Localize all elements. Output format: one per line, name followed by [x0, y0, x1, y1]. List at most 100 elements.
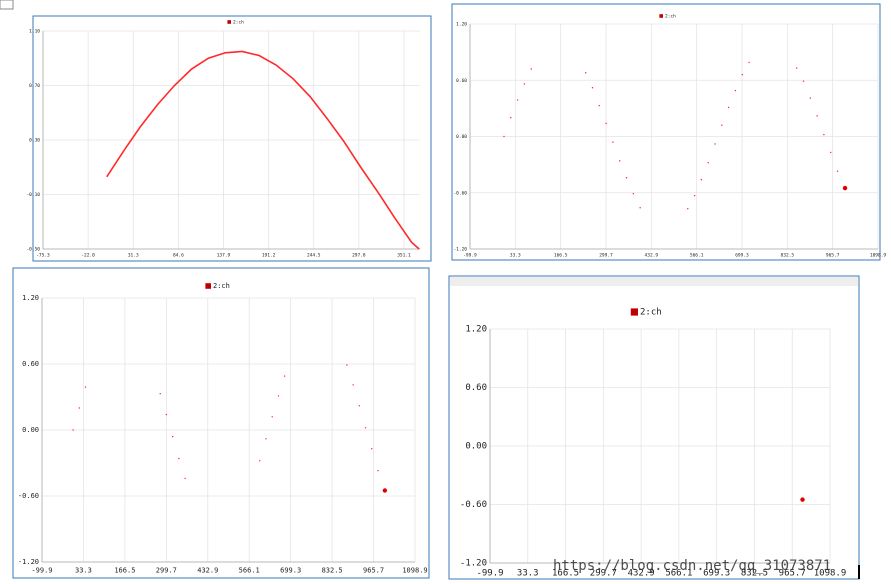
data-point — [741, 73, 743, 76]
data-point — [721, 124, 723, 126]
data-point — [503, 135, 505, 138]
y-tick-label: 1.20 — [456, 22, 467, 28]
x-tick-label: 166.5 — [552, 569, 579, 579]
data-point — [371, 448, 373, 450]
data-point — [178, 457, 180, 460]
x-tick-label: 1098.9 — [814, 569, 847, 579]
corner-box — [0, 0, 14, 10]
data-point — [259, 460, 261, 462]
legend-swatch — [659, 14, 663, 18]
x-tick-label: 137.9 — [217, 253, 231, 259]
x-tick-label: 84.6 — [173, 253, 184, 259]
data-point — [734, 89, 737, 92]
data-point — [171, 435, 174, 438]
y-tick-label: 0.00 — [22, 426, 39, 434]
data-point — [530, 68, 532, 70]
data-point — [84, 386, 87, 388]
panel-frame — [12, 267, 430, 579]
data-point — [283, 375, 286, 377]
data-point — [727, 106, 730, 109]
x-tick-label: 33.3 — [75, 566, 92, 574]
x-tick-label: 31.3 — [128, 253, 139, 259]
data-point — [748, 61, 750, 64]
y-tick-label: -1.20 — [460, 559, 487, 569]
x-tick-label: 965.7 — [826, 253, 840, 259]
x-tick-label: 832.5 — [322, 566, 343, 574]
x-tick-label: 432.9 — [645, 253, 659, 259]
x-tick-label: 432.9 — [628, 569, 655, 579]
legend-label: 2:ch — [640, 308, 662, 318]
panel-frame — [448, 275, 860, 580]
x-tick-label: 166.5 — [554, 253, 568, 259]
x-tick-label: 566.1 — [665, 569, 692, 579]
end-marker — [382, 488, 388, 493]
y-tick-label: 0.00 — [465, 442, 487, 452]
data-point — [377, 470, 379, 472]
y-tick-label: 0.60 — [456, 78, 467, 84]
data-point — [510, 117, 512, 119]
data-point — [707, 162, 709, 164]
y-tick-label: 0.60 — [22, 360, 39, 368]
x-tick-label: 299.7 — [599, 253, 613, 259]
legend-label: 2:ch — [665, 14, 676, 20]
watermark: https://blog.csdn.net/qq_31073871 — [553, 558, 831, 574]
legend-label: 2:ch — [233, 20, 244, 26]
x-tick-label: 33.3 — [510, 253, 521, 259]
data-point — [816, 115, 818, 117]
x-tick-label: 244.5 — [307, 253, 321, 259]
data-point — [271, 416, 273, 418]
y-tick-label: 1.20 — [465, 325, 487, 335]
y-tick-label: -0.60 — [460, 500, 487, 510]
x-tick-label: -75.3 — [36, 253, 50, 259]
cursor-bar — [858, 565, 860, 579]
data-point — [159, 393, 161, 395]
x-tick-label: 965.7 — [779, 569, 806, 579]
x-tick-label: 299.7 — [590, 569, 617, 579]
data-point — [352, 384, 354, 386]
end-marker — [800, 497, 805, 502]
data-point — [265, 438, 267, 440]
legend-swatch — [630, 308, 638, 316]
data-point — [584, 72, 587, 74]
panel-header — [450, 277, 858, 286]
x-tick-label: 1098.9 — [870, 253, 887, 259]
data-point — [700, 178, 703, 181]
x-tick-label: 351.1 — [397, 253, 411, 259]
x-tick-label: 299.7 — [156, 566, 177, 574]
x-tick-label: 166.5 — [114, 566, 135, 574]
y-tick-label: 0.30 — [29, 138, 40, 144]
data-point — [836, 170, 839, 172]
data-point — [184, 477, 186, 480]
x-tick-label: 699.3 — [735, 253, 749, 259]
legend-swatch — [227, 20, 231, 24]
x-tick-label: 566.1 — [690, 253, 704, 259]
data-line — [106, 50, 420, 250]
data-point — [619, 160, 621, 162]
legend-label: 2:ch — [213, 282, 230, 290]
data-point — [632, 192, 635, 195]
x-tick-label: -22.0 — [81, 253, 95, 259]
end-marker — [842, 185, 848, 191]
data-point — [277, 395, 280, 397]
y-tick-label: 1.10 — [29, 29, 40, 35]
y-tick-label: 0.00 — [456, 134, 467, 140]
data-point — [612, 141, 614, 143]
data-point — [165, 413, 168, 416]
data-point — [823, 133, 825, 136]
y-tick-label: -0.50 — [26, 247, 40, 253]
x-tick-label: -99.9 — [476, 569, 503, 579]
y-tick-label: -0.60 — [18, 492, 39, 500]
data-point — [639, 207, 641, 209]
x-tick-label: 699.3 — [703, 569, 730, 579]
x-tick-label: 1098.9 — [402, 566, 427, 574]
data-point — [809, 97, 812, 99]
data-point — [795, 67, 798, 69]
panel-frame — [451, 3, 881, 261]
data-point — [625, 177, 628, 179]
data-point — [830, 151, 832, 154]
data-point — [693, 194, 696, 197]
x-tick-label: 566.1 — [239, 566, 260, 574]
data-point — [714, 143, 716, 145]
x-tick-label: 699.3 — [280, 566, 301, 574]
data-point — [523, 83, 526, 85]
